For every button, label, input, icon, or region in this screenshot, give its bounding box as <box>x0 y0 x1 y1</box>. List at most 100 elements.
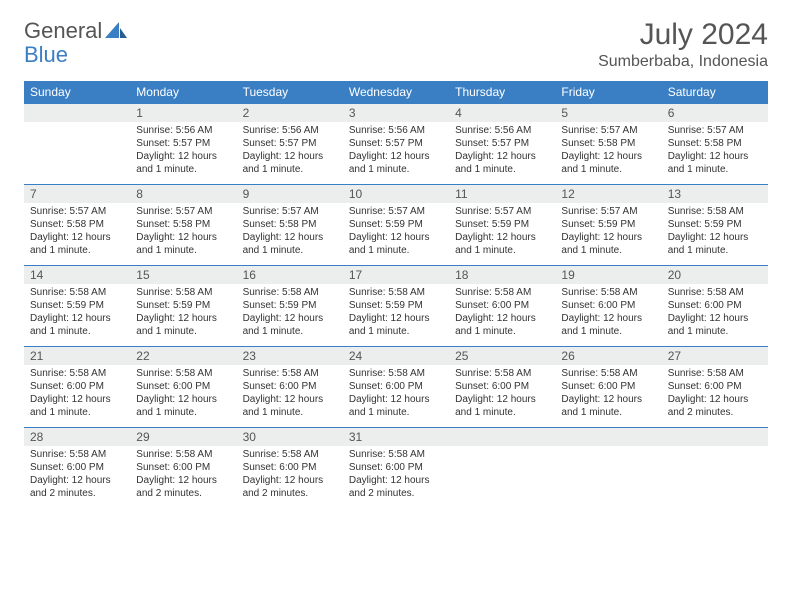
sunrise-text: Sunrise: 5:57 AM <box>668 124 762 137</box>
sunrise-text: Sunrise: 5:57 AM <box>349 205 443 218</box>
day-number <box>662 428 768 446</box>
day-number: 23 <box>237 347 343 365</box>
calendar-day-cell: 30Sunrise: 5:58 AMSunset: 6:00 PMDayligh… <box>237 428 343 509</box>
sunrise-text: Sunrise: 5:58 AM <box>136 286 230 299</box>
sunrise-text: Sunrise: 5:57 AM <box>243 205 337 218</box>
calendar-day-cell: 29Sunrise: 5:58 AMSunset: 6:00 PMDayligh… <box>130 428 236 509</box>
day-data: Sunrise: 5:57 AMSunset: 5:59 PMDaylight:… <box>343 203 449 265</box>
day-data: Sunrise: 5:58 AMSunset: 5:59 PMDaylight:… <box>237 284 343 346</box>
day-number: 19 <box>555 266 661 284</box>
day-number: 9 <box>237 185 343 203</box>
calendar-day-cell: 5Sunrise: 5:57 AMSunset: 5:58 PMDaylight… <box>555 104 661 185</box>
sunset-text: Sunset: 6:00 PM <box>561 380 655 393</box>
day-data: Sunrise: 5:58 AMSunset: 6:00 PMDaylight:… <box>343 446 449 508</box>
sunrise-text: Sunrise: 5:57 AM <box>561 124 655 137</box>
calendar-table: Sunday Monday Tuesday Wednesday Thursday… <box>24 81 768 508</box>
sunrise-text: Sunrise: 5:58 AM <box>243 286 337 299</box>
sunrise-text: Sunrise: 5:57 AM <box>561 205 655 218</box>
sunset-text: Sunset: 5:57 PM <box>136 137 230 150</box>
day-data: Sunrise: 5:56 AMSunset: 5:57 PMDaylight:… <box>343 122 449 184</box>
calendar-day-cell: 2Sunrise: 5:56 AMSunset: 5:57 PMDaylight… <box>237 104 343 185</box>
day-number: 6 <box>662 104 768 122</box>
day-number: 5 <box>555 104 661 122</box>
calendar-day-cell: 16Sunrise: 5:58 AMSunset: 5:59 PMDayligh… <box>237 266 343 347</box>
sunset-text: Sunset: 5:58 PM <box>668 137 762 150</box>
daylight-text: Daylight: 12 hours and 1 minute. <box>561 393 655 419</box>
sunrise-text: Sunrise: 5:58 AM <box>349 367 443 380</box>
calendar-day-cell: 22Sunrise: 5:58 AMSunset: 6:00 PMDayligh… <box>130 347 236 428</box>
daylight-text: Daylight: 12 hours and 1 minute. <box>561 150 655 176</box>
sunset-text: Sunset: 5:58 PM <box>136 218 230 231</box>
sunrise-text: Sunrise: 5:56 AM <box>349 124 443 137</box>
day-data: Sunrise: 5:57 AMSunset: 5:58 PMDaylight:… <box>662 122 768 184</box>
sunset-text: Sunset: 6:00 PM <box>243 461 337 474</box>
logo-sail-icon <box>105 22 127 40</box>
daylight-text: Daylight: 12 hours and 2 minutes. <box>668 393 762 419</box>
day-data: Sunrise: 5:58 AMSunset: 6:00 PMDaylight:… <box>449 284 555 346</box>
day-data: Sunrise: 5:58 AMSunset: 6:00 PMDaylight:… <box>24 365 130 427</box>
sunset-text: Sunset: 5:59 PM <box>349 218 443 231</box>
calendar-week-row: 1Sunrise: 5:56 AMSunset: 5:57 PMDaylight… <box>24 104 768 185</box>
calendar-day-cell <box>555 428 661 509</box>
day-data: Sunrise: 5:58 AMSunset: 6:00 PMDaylight:… <box>662 365 768 427</box>
calendar-day-cell: 13Sunrise: 5:58 AMSunset: 5:59 PMDayligh… <box>662 185 768 266</box>
sunset-text: Sunset: 6:00 PM <box>136 461 230 474</box>
calendar-week-row: 7Sunrise: 5:57 AMSunset: 5:58 PMDaylight… <box>24 185 768 266</box>
calendar-day-cell <box>24 104 130 185</box>
daylight-text: Daylight: 12 hours and 1 minute. <box>136 150 230 176</box>
sunset-text: Sunset: 6:00 PM <box>30 461 124 474</box>
calendar-day-cell: 1Sunrise: 5:56 AMSunset: 5:57 PMDaylight… <box>130 104 236 185</box>
day-data <box>555 446 661 508</box>
day-data: Sunrise: 5:58 AMSunset: 5:59 PMDaylight:… <box>343 284 449 346</box>
day-header: Saturday <box>662 81 768 104</box>
daylight-text: Daylight: 12 hours and 1 minute. <box>30 231 124 257</box>
day-data <box>662 446 768 508</box>
day-data: Sunrise: 5:58 AMSunset: 6:00 PMDaylight:… <box>555 284 661 346</box>
daylight-text: Daylight: 12 hours and 1 minute. <box>561 231 655 257</box>
calendar-day-cell: 23Sunrise: 5:58 AMSunset: 6:00 PMDayligh… <box>237 347 343 428</box>
day-number: 21 <box>24 347 130 365</box>
calendar-day-cell: 31Sunrise: 5:58 AMSunset: 6:00 PMDayligh… <box>343 428 449 509</box>
day-number: 29 <box>130 428 236 446</box>
calendar-day-cell: 26Sunrise: 5:58 AMSunset: 6:00 PMDayligh… <box>555 347 661 428</box>
day-data <box>24 122 130 184</box>
daylight-text: Daylight: 12 hours and 1 minute. <box>30 312 124 338</box>
sunrise-text: Sunrise: 5:58 AM <box>30 367 124 380</box>
sunset-text: Sunset: 6:00 PM <box>243 380 337 393</box>
daylight-text: Daylight: 12 hours and 1 minute. <box>455 231 549 257</box>
sunrise-text: Sunrise: 5:58 AM <box>136 367 230 380</box>
sunrise-text: Sunrise: 5:58 AM <box>668 205 762 218</box>
sunrise-text: Sunrise: 5:56 AM <box>243 124 337 137</box>
day-data: Sunrise: 5:58 AMSunset: 5:59 PMDaylight:… <box>24 284 130 346</box>
daylight-text: Daylight: 12 hours and 2 minutes. <box>243 474 337 500</box>
day-number: 1 <box>130 104 236 122</box>
day-data <box>449 446 555 508</box>
day-number: 26 <box>555 347 661 365</box>
calendar-day-cell <box>662 428 768 509</box>
day-data: Sunrise: 5:58 AMSunset: 6:00 PMDaylight:… <box>343 365 449 427</box>
day-number: 30 <box>237 428 343 446</box>
daylight-text: Daylight: 12 hours and 1 minute. <box>243 312 337 338</box>
day-number: 25 <box>449 347 555 365</box>
daylight-text: Daylight: 12 hours and 1 minute. <box>349 231 443 257</box>
sunrise-text: Sunrise: 5:57 AM <box>30 205 124 218</box>
daylight-text: Daylight: 12 hours and 1 minute. <box>668 150 762 176</box>
day-data: Sunrise: 5:56 AMSunset: 5:57 PMDaylight:… <box>237 122 343 184</box>
sunset-text: Sunset: 6:00 PM <box>349 461 443 474</box>
calendar-day-cell: 4Sunrise: 5:56 AMSunset: 5:57 PMDaylight… <box>449 104 555 185</box>
calendar-day-cell: 24Sunrise: 5:58 AMSunset: 6:00 PMDayligh… <box>343 347 449 428</box>
day-data: Sunrise: 5:56 AMSunset: 5:57 PMDaylight:… <box>449 122 555 184</box>
sunrise-text: Sunrise: 5:58 AM <box>30 286 124 299</box>
day-data: Sunrise: 5:57 AMSunset: 5:58 PMDaylight:… <box>24 203 130 265</box>
sunrise-text: Sunrise: 5:58 AM <box>349 286 443 299</box>
daylight-text: Daylight: 12 hours and 1 minute. <box>455 150 549 176</box>
sunrise-text: Sunrise: 5:58 AM <box>561 286 655 299</box>
sunset-text: Sunset: 5:59 PM <box>455 218 549 231</box>
calendar-week-row: 21Sunrise: 5:58 AMSunset: 6:00 PMDayligh… <box>24 347 768 428</box>
day-data: Sunrise: 5:56 AMSunset: 5:57 PMDaylight:… <box>130 122 236 184</box>
calendar-day-cell: 17Sunrise: 5:58 AMSunset: 5:59 PMDayligh… <box>343 266 449 347</box>
day-header-row: Sunday Monday Tuesday Wednesday Thursday… <box>24 81 768 104</box>
day-header: Tuesday <box>237 81 343 104</box>
sunset-text: Sunset: 5:59 PM <box>136 299 230 312</box>
day-number <box>555 428 661 446</box>
